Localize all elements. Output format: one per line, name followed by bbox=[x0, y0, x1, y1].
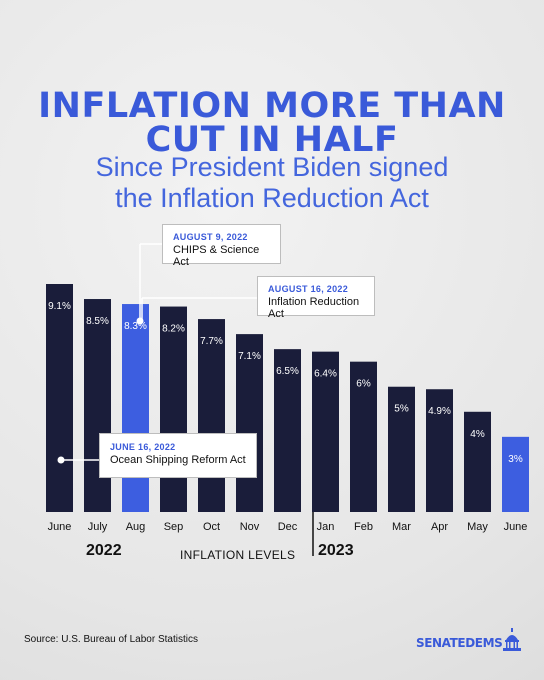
year-label-2023: 2023 bbox=[318, 542, 354, 559]
bar-jan-7 bbox=[312, 351, 339, 512]
x-tick-label: May bbox=[467, 521, 488, 533]
senate-dems-logo: SENATEDEMS bbox=[416, 628, 521, 656]
bar-mar-9 bbox=[388, 386, 415, 512]
callout-act: Ocean Shipping Reform Act bbox=[110, 454, 246, 466]
source-note: Source: U.S. Bureau of Labor Statistics bbox=[24, 634, 198, 645]
bar-nov-5 bbox=[236, 334, 263, 512]
bar-value-label: 7.1% bbox=[238, 351, 261, 362]
ocean-connector-dot bbox=[57, 456, 65, 464]
bar-feb-8 bbox=[350, 361, 377, 512]
callout-chips-act: AUGUST 9, 2022 CHIPS & Science Act bbox=[162, 224, 281, 268]
bar-june-12 bbox=[502, 436, 529, 512]
bar-dec-6 bbox=[274, 349, 301, 512]
x-tick-label: Apr bbox=[431, 521, 448, 533]
bar-oct-4 bbox=[198, 319, 225, 512]
callout-date: AUGUST 9, 2022 bbox=[173, 232, 248, 242]
x-axis-label: INFLATION LEVELS bbox=[180, 548, 296, 562]
callout-date: AUGUST 16, 2022 bbox=[268, 284, 349, 294]
x-tick-label: Nov bbox=[240, 521, 260, 533]
bar-value-label: 6.5% bbox=[276, 366, 299, 377]
bar-june-0 bbox=[46, 284, 73, 512]
chart-title-line-2: CUT IN HALF bbox=[145, 120, 399, 160]
bar-value-label: 8.5% bbox=[86, 316, 109, 327]
logo-text: SENATEDEMS bbox=[416, 636, 503, 650]
x-tick-label: Sep bbox=[164, 521, 184, 533]
chart-title-line-1: INFLATION MORE THAN bbox=[38, 86, 506, 126]
bars-group: 9.1% June 8.5% July 8.3% Aug 8.2% Sep 7.7% Oct 7.1… bbox=[46, 284, 529, 533]
bar-aug-2 bbox=[122, 304, 149, 512]
bar-may-11 bbox=[464, 411, 491, 512]
bar-value-label: 7.7% bbox=[200, 336, 223, 347]
callout-act: Inflation Reduction Act bbox=[268, 296, 360, 320]
chart-subtitle-line-2: the Inflation Reduction Act bbox=[115, 183, 429, 213]
callout-inflation-reduction-act: AUGUST 16, 2022 Inflation Reduction Act bbox=[257, 276, 375, 320]
bar-value-label: 9.1% bbox=[48, 301, 71, 312]
bar-value-label: 6% bbox=[356, 379, 371, 390]
x-tick-label: Jan bbox=[317, 521, 335, 533]
callout-act: CHIPS & Science Act bbox=[173, 244, 260, 268]
x-tick-label: June bbox=[48, 521, 72, 533]
x-tick-label: Oct bbox=[203, 521, 220, 533]
x-tick-label: Feb bbox=[354, 521, 373, 533]
x-tick-label: Dec bbox=[278, 521, 298, 533]
callout-ocean-shipping-act: JUNE 16, 2022 Ocean Shipping Reform Act bbox=[99, 433, 257, 478]
bar-value-label: 8.3% bbox=[124, 321, 147, 332]
bar-value-label: 3% bbox=[508, 454, 523, 465]
bar-value-label: 8.2% bbox=[162, 324, 185, 335]
x-tick-label: June bbox=[504, 521, 528, 533]
callout-connectors bbox=[57, 243, 258, 464]
bar-value-label: 4.9% bbox=[428, 406, 451, 417]
bar-july-1 bbox=[84, 299, 111, 512]
bar-sep-3 bbox=[160, 306, 187, 512]
year-label-2022: 2022 bbox=[86, 542, 122, 559]
chart-subtitle-line-1: Since President Biden signed bbox=[95, 152, 449, 182]
bar-value-label: 4% bbox=[470, 429, 485, 440]
x-tick-label: July bbox=[88, 521, 108, 533]
bar-value-label: 6.4% bbox=[314, 369, 337, 380]
bar-apr-10 bbox=[426, 389, 453, 512]
x-tick-label: Aug bbox=[126, 521, 146, 533]
capitol-dome-icon bbox=[503, 628, 521, 651]
bar-value-label: 5% bbox=[394, 404, 409, 415]
callout-date: JUNE 16, 2022 bbox=[110, 442, 176, 452]
x-tick-label: Mar bbox=[392, 521, 411, 533]
